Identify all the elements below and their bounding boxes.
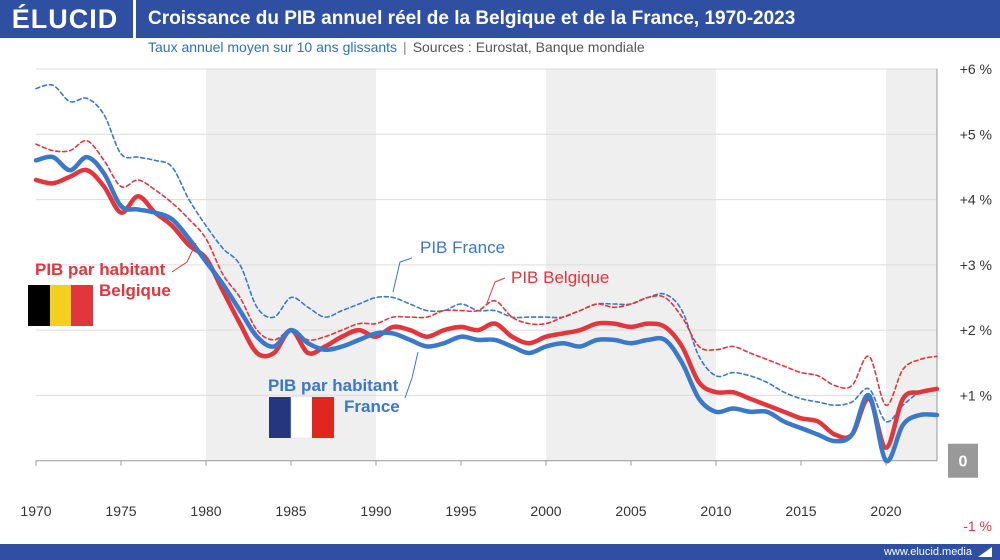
y-tick-label-7: -1 % bbox=[963, 518, 992, 534]
logo-separator bbox=[133, 0, 136, 38]
france-flag-icon bbox=[269, 396, 334, 439]
leader-hab-france bbox=[404, 351, 419, 399]
leader-pib-france bbox=[392, 257, 413, 293]
subtitle-description: Taux annuel moyen sur 10 ans glissants bbox=[148, 39, 398, 55]
footer-url[interactable]: www.elucid.media bbox=[883, 546, 972, 558]
y-tick-label-2: +4 % bbox=[960, 192, 992, 208]
leader-pib-belgique bbox=[486, 277, 506, 304]
axes bbox=[36, 69, 938, 462]
y-tick-label-0: +6 % bbox=[960, 61, 992, 77]
chart-subtitle: Taux annuel moyen sur 10 ans glissants | S… bbox=[148, 39, 645, 55]
series-pib-par-habitant-france bbox=[33, 154, 940, 464]
x-tick-label-1: 1975 bbox=[105, 503, 136, 519]
chart-title: Croissance du PIB annuel réel de la Belg… bbox=[148, 8, 796, 29]
x-tick-labels: 1970 1975 1980 1985 1990 1995 2000 2005 2010 2015… bbox=[20, 460, 902, 519]
series-pib-france bbox=[35, 83, 938, 423]
y-tick-label-4: +2 % bbox=[960, 322, 992, 338]
y-tick-label-3: +3 % bbox=[960, 257, 992, 273]
subtitle-sources: Sources : Eurostat, Banque mondiale bbox=[412, 39, 645, 55]
leader-hab-belgique bbox=[171, 242, 197, 273]
annotation-hab-france-line1: PIB par habitant bbox=[268, 376, 399, 395]
annotation-pib-france: PIB France bbox=[420, 238, 505, 257]
gridlines bbox=[36, 68, 937, 396]
annotation-pib-belgique: PIB Belgique bbox=[511, 268, 609, 287]
series-lines bbox=[33, 83, 940, 464]
x-tick-label-8: 2010 bbox=[700, 503, 731, 519]
subtitle-separator: | bbox=[403, 39, 407, 55]
footer-bar: www.elucid.media bbox=[0, 544, 1000, 560]
series-pib-par-habitant-belgique bbox=[33, 167, 940, 450]
x-tick-label-10: 2020 bbox=[870, 503, 901, 519]
x-tick-label-5: 1995 bbox=[445, 503, 476, 519]
belgium-flag-icon bbox=[28, 285, 93, 326]
zero-badge bbox=[948, 443, 978, 478]
x-tick-label-4: 1990 bbox=[360, 503, 391, 519]
y-tick-label-5: +1 % bbox=[960, 387, 992, 403]
y-tick-label-6: 0 bbox=[959, 454, 968, 471]
footer-logo-icon bbox=[978, 547, 992, 557]
x-tick-label-6: 2000 bbox=[530, 503, 561, 519]
x-tick-label-9: 2015 bbox=[785, 503, 816, 519]
annotation-hab-belgique-line1: PIB par habitant bbox=[35, 260, 166, 279]
x-tick-label-2: 1980 bbox=[190, 503, 221, 519]
chart-svg: 1970 1975 1980 1985 1990 1995 2000 2005 2010 2015… bbox=[20, 61, 992, 534]
x-tick-label-0: 1970 bbox=[20, 503, 51, 519]
header-bar bbox=[0, 0, 1000, 38]
y-tick-label-1: +5 % bbox=[960, 126, 992, 142]
annotation-hab-belgique-line2: Belgique bbox=[99, 281, 171, 300]
elucid-logo[interactable]: ÉLUCID bbox=[0, 0, 130, 38]
x-tick-label-3: 1985 bbox=[275, 503, 306, 519]
x-tick-label-7: 2005 bbox=[615, 503, 646, 519]
series-pib-belgique bbox=[35, 139, 938, 406]
annotation-hab-france-line2: France bbox=[344, 397, 400, 416]
y-tick-labels: +6 % +5 % +4 % +3 % +2 % +1 % 0 -1 % bbox=[948, 61, 992, 534]
